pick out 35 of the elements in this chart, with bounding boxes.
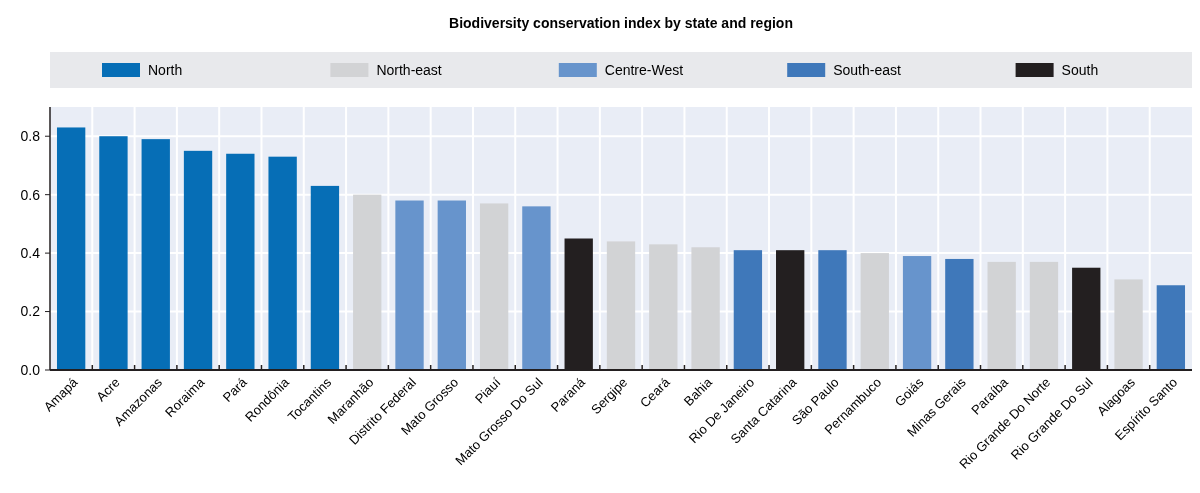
bar — [606, 241, 636, 370]
bar — [56, 127, 86, 370]
bar — [733, 250, 763, 370]
legend-label: North — [148, 62, 183, 78]
bar — [902, 256, 932, 370]
y-tick-label: 0.0 — [20, 361, 41, 378]
y-tick-label: 0.2 — [20, 303, 41, 320]
legend-label: South — [1061, 62, 1099, 78]
bar — [268, 156, 297, 370]
bar — [818, 250, 847, 370]
y-tick-label: 0.6 — [20, 186, 41, 203]
bar — [1156, 285, 1186, 370]
y-tick-label: 0.8 — [20, 128, 41, 145]
bar — [987, 261, 1016, 370]
legend-label: Centre-West — [604, 62, 684, 78]
legend-label: North-east — [376, 62, 442, 78]
bar — [522, 206, 551, 370]
bar — [99, 136, 128, 370]
bar — [649, 244, 678, 370]
chart-title: Biodiversity conservation index by state and region — [449, 15, 793, 31]
bar — [310, 185, 340, 370]
legend-label: South-east — [833, 62, 902, 78]
bar — [860, 253, 889, 370]
bar — [479, 203, 509, 370]
bar — [353, 194, 382, 370]
bar — [691, 247, 720, 370]
bar — [437, 200, 466, 370]
bar — [1029, 261, 1059, 370]
bar — [1114, 279, 1143, 370]
bar — [141, 139, 170, 370]
y-tick-label: 0.4 — [20, 245, 41, 262]
bar — [183, 150, 213, 370]
bar — [226, 153, 255, 370]
bar — [395, 200, 424, 370]
bar — [945, 258, 974, 370]
